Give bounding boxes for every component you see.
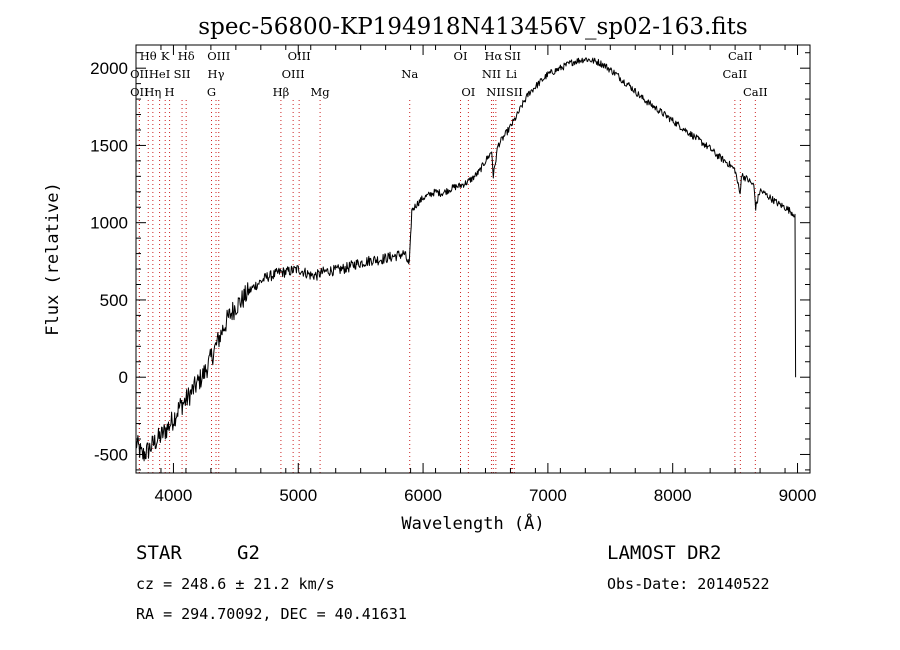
object-subclass: G2 (237, 542, 260, 564)
spectral-line-label: OIII (207, 49, 230, 63)
spectral-line-markers: Hθ OII OII K HeI Hη H SII Hδ OIII Hγ G OIII OIII Hβ Mg N… (130, 49, 768, 473)
survey-name: LAMOST DR2 (607, 542, 721, 564)
spectral-line-label: Li (506, 67, 518, 81)
chart-title: spec-56800-KP194918N413456V_sp02-163.fit… (198, 14, 747, 40)
spectral-line-label: OI (461, 85, 475, 99)
y-tick-label: -500 (94, 445, 128, 464)
x-tick-label: 8000 (654, 486, 692, 505)
x-tick-label: 9000 (779, 486, 817, 505)
spectral-line-label: OII (130, 85, 149, 99)
x-tick-label: 5000 (279, 486, 317, 505)
spectral-line-label: SII (506, 85, 523, 99)
y-tick-label: 1000 (90, 214, 128, 233)
spectral-line-label: NII (482, 67, 501, 81)
spectral-line-label: OIII (288, 49, 311, 63)
object-class: STAR (136, 542, 182, 564)
spectral-line-label: Hβ (273, 85, 290, 99)
spectral-line-label: SII (504, 49, 521, 63)
spectral-line-label: CaII (728, 49, 753, 63)
y-tick-label: 2000 (90, 59, 128, 78)
spectral-line-label: NII (486, 85, 505, 99)
y-axis-label: Flux (relative) (43, 182, 63, 336)
spectral-line-label: CaII (722, 67, 747, 81)
coordinates-text: RA = 294.70092, DEC = 40.41631 (136, 605, 407, 623)
spectral-line-label: Hγ (208, 67, 225, 81)
x-tick-label: 7000 (529, 486, 567, 505)
y-tick-label: 500 (100, 291, 128, 310)
spectral-line-label: OII (130, 67, 149, 81)
y-tick-label: 1500 (90, 136, 128, 155)
spectrum-line (135, 57, 797, 462)
y-axis: -500 0 500 1000 1500 2000 (90, 52, 810, 471)
redshift-text: cz = 248.6 ± 21.2 km/s (136, 575, 335, 593)
spectral-line-label: Hη (144, 85, 161, 99)
x-tick-label: 6000 (404, 486, 442, 505)
spectral-line-label: Hθ (140, 49, 157, 63)
x-axis-label: Wavelength (Å) (401, 512, 544, 534)
spectral-line-label: H (165, 85, 175, 99)
obs-date-text: Obs-Date: 20140522 (607, 575, 770, 593)
spectral-line-label: Na (401, 67, 418, 81)
spectral-line-label: OIII (282, 67, 305, 81)
spectral-line-label: HeI (149, 67, 170, 81)
spectral-line-label: SII (174, 67, 191, 81)
y-tick-label: 0 (119, 368, 128, 387)
x-axis: 4000 5000 6000 7000 8000 9000 (135, 45, 817, 505)
spectral-line-label: Hδ (178, 49, 195, 63)
spectral-line-label: Mg (311, 85, 331, 99)
spectral-line-label: K (161, 49, 170, 63)
spectral-line-label: OI (454, 49, 468, 63)
spectral-line-label: CaII (743, 85, 768, 99)
spectral-line-label: Hα (484, 49, 502, 63)
x-tick-label: 4000 (155, 486, 193, 505)
plot-frame (135, 44, 811, 474)
spectral-line-label: G (207, 85, 216, 99)
